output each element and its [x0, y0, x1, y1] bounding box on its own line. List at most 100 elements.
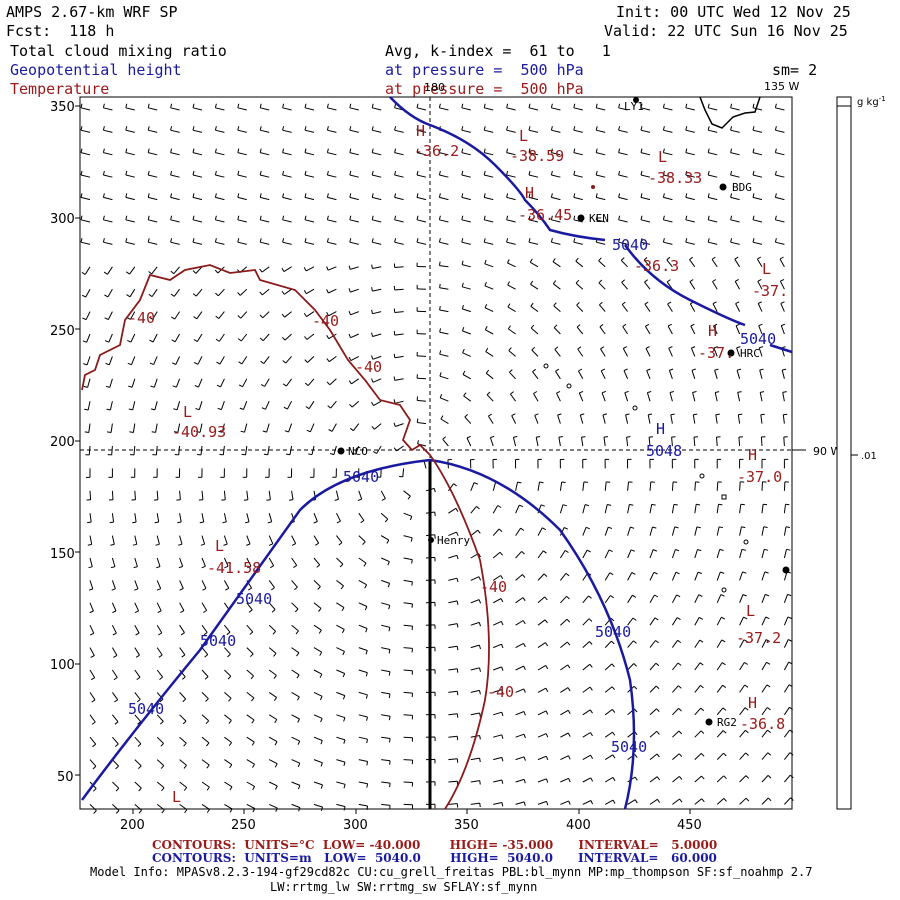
wind-barb [761, 662, 767, 671]
wind-barb [461, 129, 471, 133]
wind-barb-feather [685, 103, 688, 108]
wind-barb [170, 174, 180, 178]
wind-barb [734, 281, 741, 290]
wind-barb [621, 282, 628, 290]
wind-barb [649, 798, 658, 805]
wind-barb [775, 174, 785, 178]
hl-value: -40.93 [172, 423, 226, 441]
wind-barb [260, 196, 270, 201]
hl-value: -41.58 [207, 559, 261, 577]
wind-barb-feather [612, 754, 616, 759]
cloud-marker [632, 405, 638, 411]
lon-label-135w: 135 W [764, 80, 799, 93]
wind-barb-feather [479, 803, 481, 808]
wind-barb [268, 490, 271, 500]
wind-barb-feather [685, 148, 688, 153]
wind-barb [394, 355, 404, 359]
wind-barb-feather [320, 784, 323, 789]
wind-barb [780, 325, 785, 335]
wind-barb-feather [523, 779, 526, 784]
wind-barb-feather [259, 268, 263, 273]
wind-barb [268, 602, 276, 610]
wind-barb-feather [411, 603, 413, 608]
wind-barb-feather [294, 586, 298, 591]
wind-barb [506, 152, 516, 156]
wind-barb-feather [611, 663, 615, 668]
wind-barb-feather [477, 529, 481, 534]
wind-barb-feather [633, 663, 638, 667]
wind-barb-feather [105, 385, 110, 388]
wind-barb-feather [91, 721, 96, 725]
wind-barb-feather [171, 316, 175, 320]
wind-barb [515, 620, 524, 626]
wind-barb-feather [349, 170, 352, 176]
wind-barb [291, 736, 300, 742]
wind-barb [708, 219, 718, 223]
wind-barb-feather [195, 408, 200, 411]
wind-barb [708, 241, 718, 245]
wind-barb [714, 370, 718, 379]
wind-barb [559, 504, 564, 514]
wind-barb-feather [707, 126, 710, 131]
wind-barb [694, 617, 700, 626]
wind-barb [649, 549, 654, 559]
wind-barb-feather [667, 323, 672, 327]
wind-barb [596, 129, 606, 133]
wind-barb [372, 266, 382, 269]
wind-barb-feather [478, 644, 481, 650]
wind-barb [327, 129, 337, 133]
wind-barb [783, 594, 788, 603]
wind-barb-feather [580, 413, 585, 416]
wind-barb [489, 437, 494, 447]
station-dot [591, 185, 595, 189]
wind-barb-feather [633, 685, 638, 690]
wind-barb [381, 624, 391, 628]
wind-barb [103, 107, 113, 111]
wind-barb [80, 129, 91, 133]
wind-barb [291, 781, 301, 786]
wind-barb-feather [573, 215, 576, 220]
wind-barb [553, 327, 561, 335]
wind-barb-feather [170, 193, 173, 198]
wind-barb [112, 759, 119, 767]
wind-barb [739, 662, 745, 671]
wind-barb [224, 647, 231, 655]
wind-barb [291, 669, 300, 676]
wind-barb [621, 304, 628, 312]
wind-barb [156, 669, 163, 678]
wind-barb-feather [416, 126, 419, 131]
wind-barb [215, 129, 225, 133]
wind-barb-feather [387, 561, 390, 566]
wind-barb [170, 219, 180, 223]
wind-barb [783, 526, 787, 536]
wind-barb-feather [730, 170, 733, 176]
wind-barb [372, 378, 382, 383]
wind-barb [692, 414, 696, 424]
wind-barb [506, 174, 516, 178]
wind-barb-feather [767, 752, 772, 756]
wind-barb-feather [456, 646, 459, 651]
wind-barb-feather [563, 527, 569, 530]
wind-barb-feather [685, 193, 688, 198]
wind-barb [246, 803, 256, 809]
wind-barb [372, 129, 382, 133]
wind-barb-feather [722, 684, 727, 688]
wind-barb [151, 288, 158, 297]
wind-barb [86, 356, 91, 366]
wind-barb [372, 219, 382, 223]
wind-barb [560, 595, 567, 604]
wind-barb [761, 481, 763, 491]
wind-barb-feather [461, 215, 464, 220]
wind-barb [349, 241, 359, 245]
wind-barb [582, 595, 589, 604]
wind-barb-feather [767, 775, 772, 779]
wind-barb [381, 647, 391, 650]
wind-barb-feather [507, 281, 510, 286]
wind-barb [694, 594, 700, 604]
wind-barb [89, 714, 96, 723]
wind-barb [708, 129, 718, 133]
wind-barb [89, 647, 95, 656]
wind-barb [492, 551, 501, 559]
wind-barb [125, 107, 135, 111]
wind-barb [416, 196, 427, 201]
